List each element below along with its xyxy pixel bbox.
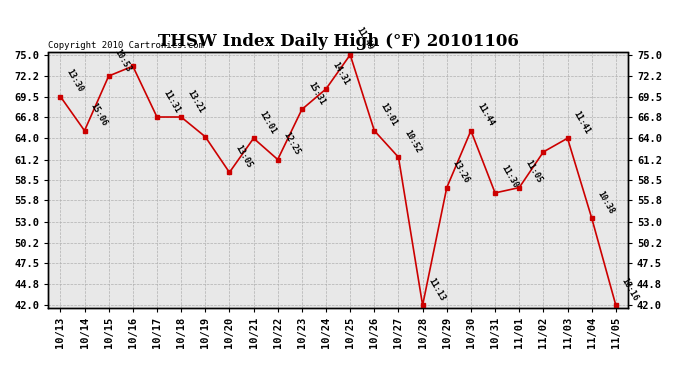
Title: THSW Index Daily High (°F) 20101106: THSW Index Daily High (°F) 20101106 bbox=[157, 33, 519, 50]
Text: 14:31: 14:31 bbox=[331, 60, 351, 86]
Text: 10:16: 10:16 bbox=[620, 276, 640, 303]
Text: 11:44: 11:44 bbox=[475, 102, 495, 128]
Text: 13:26: 13:26 bbox=[451, 159, 471, 185]
Text: 12:25: 12:25 bbox=[282, 130, 302, 157]
Text: 11:05: 11:05 bbox=[524, 159, 544, 185]
Text: 13:21: 13:21 bbox=[186, 88, 206, 114]
Text: 11:49: 11:49 bbox=[355, 26, 375, 52]
Text: 11:41: 11:41 bbox=[572, 110, 592, 135]
Text: 13:30: 13:30 bbox=[65, 68, 85, 94]
Text: Copyright 2010 Cartronics.com: Copyright 2010 Cartronics.com bbox=[48, 41, 204, 50]
Text: 12:01: 12:01 bbox=[258, 110, 278, 135]
Text: 13:05: 13:05 bbox=[234, 144, 254, 170]
Text: 13:01: 13:01 bbox=[379, 102, 399, 128]
Text: 11:30: 11:30 bbox=[500, 164, 520, 190]
Text: 11:13: 11:13 bbox=[427, 276, 447, 303]
Text: 10:52: 10:52 bbox=[403, 128, 423, 154]
Text: 15:06: 15:06 bbox=[89, 102, 109, 128]
Text: 11:31: 11:31 bbox=[161, 88, 181, 114]
Text: 10:53: 10:53 bbox=[113, 47, 133, 73]
Text: 15:31: 15:31 bbox=[306, 81, 326, 106]
Text: 10:38: 10:38 bbox=[596, 189, 616, 215]
